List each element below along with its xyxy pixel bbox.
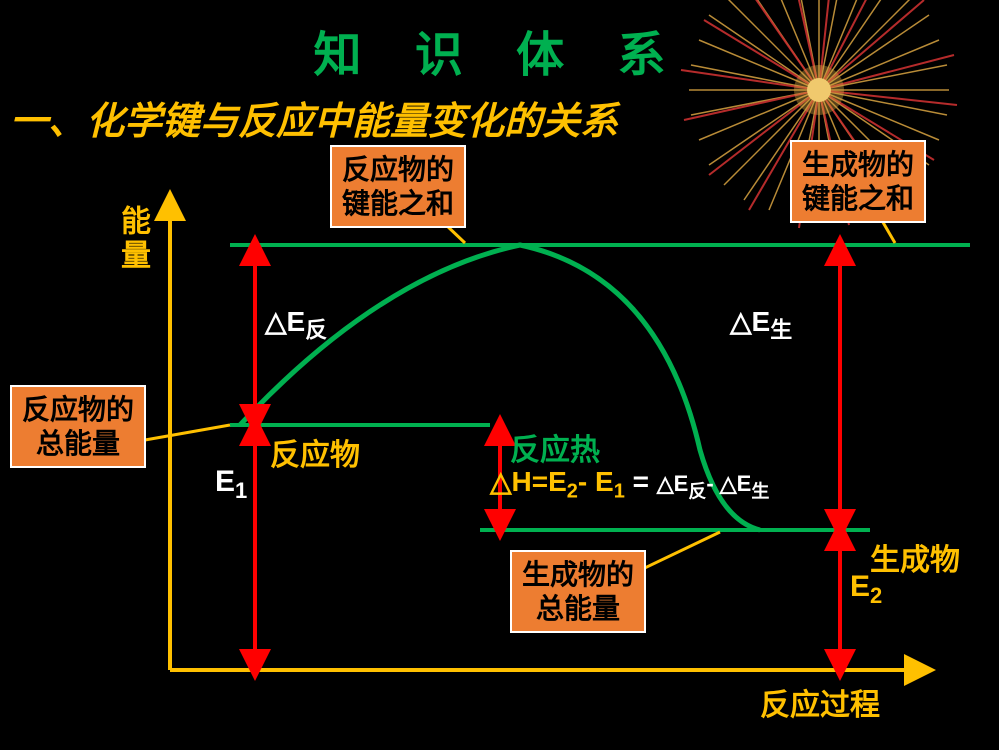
x-axis-label: 反应过程 [760, 680, 880, 724]
page-subtitle: 一、化学键与反应中能量变化的关系 [0, 90, 999, 145]
label-delta-e-prod: △E生 [730, 305, 792, 345]
box-product-total: 生成物的总能量 [510, 550, 646, 633]
box-product-bond: 生成物的键能之和 [790, 140, 926, 223]
label-e1: E1 [215, 465, 247, 504]
label-reaction-heat: 反应热 [510, 425, 600, 469]
box-reactant-total: 反应物的总能量 [10, 385, 146, 468]
label-reactant: 反应物 [270, 430, 360, 474]
label-product: 生成物 [870, 535, 960, 579]
y-axis-label: 能量 [110, 205, 154, 273]
box-reactant-bond: 反应物的键能之和 [330, 145, 466, 228]
label-formula: △H=E2- E1 = △E反- △E生 [490, 465, 769, 504]
label-e2: E2 [850, 570, 882, 609]
page-title: 知 识 体 系 [0, 0, 999, 85]
label-delta-e-react: △E反 [265, 305, 327, 345]
energy-diagram: 能量 反应过程 反应物的键能之和 生成物的键能之和 反应物的总能量 生成物的总能… [0, 150, 999, 750]
